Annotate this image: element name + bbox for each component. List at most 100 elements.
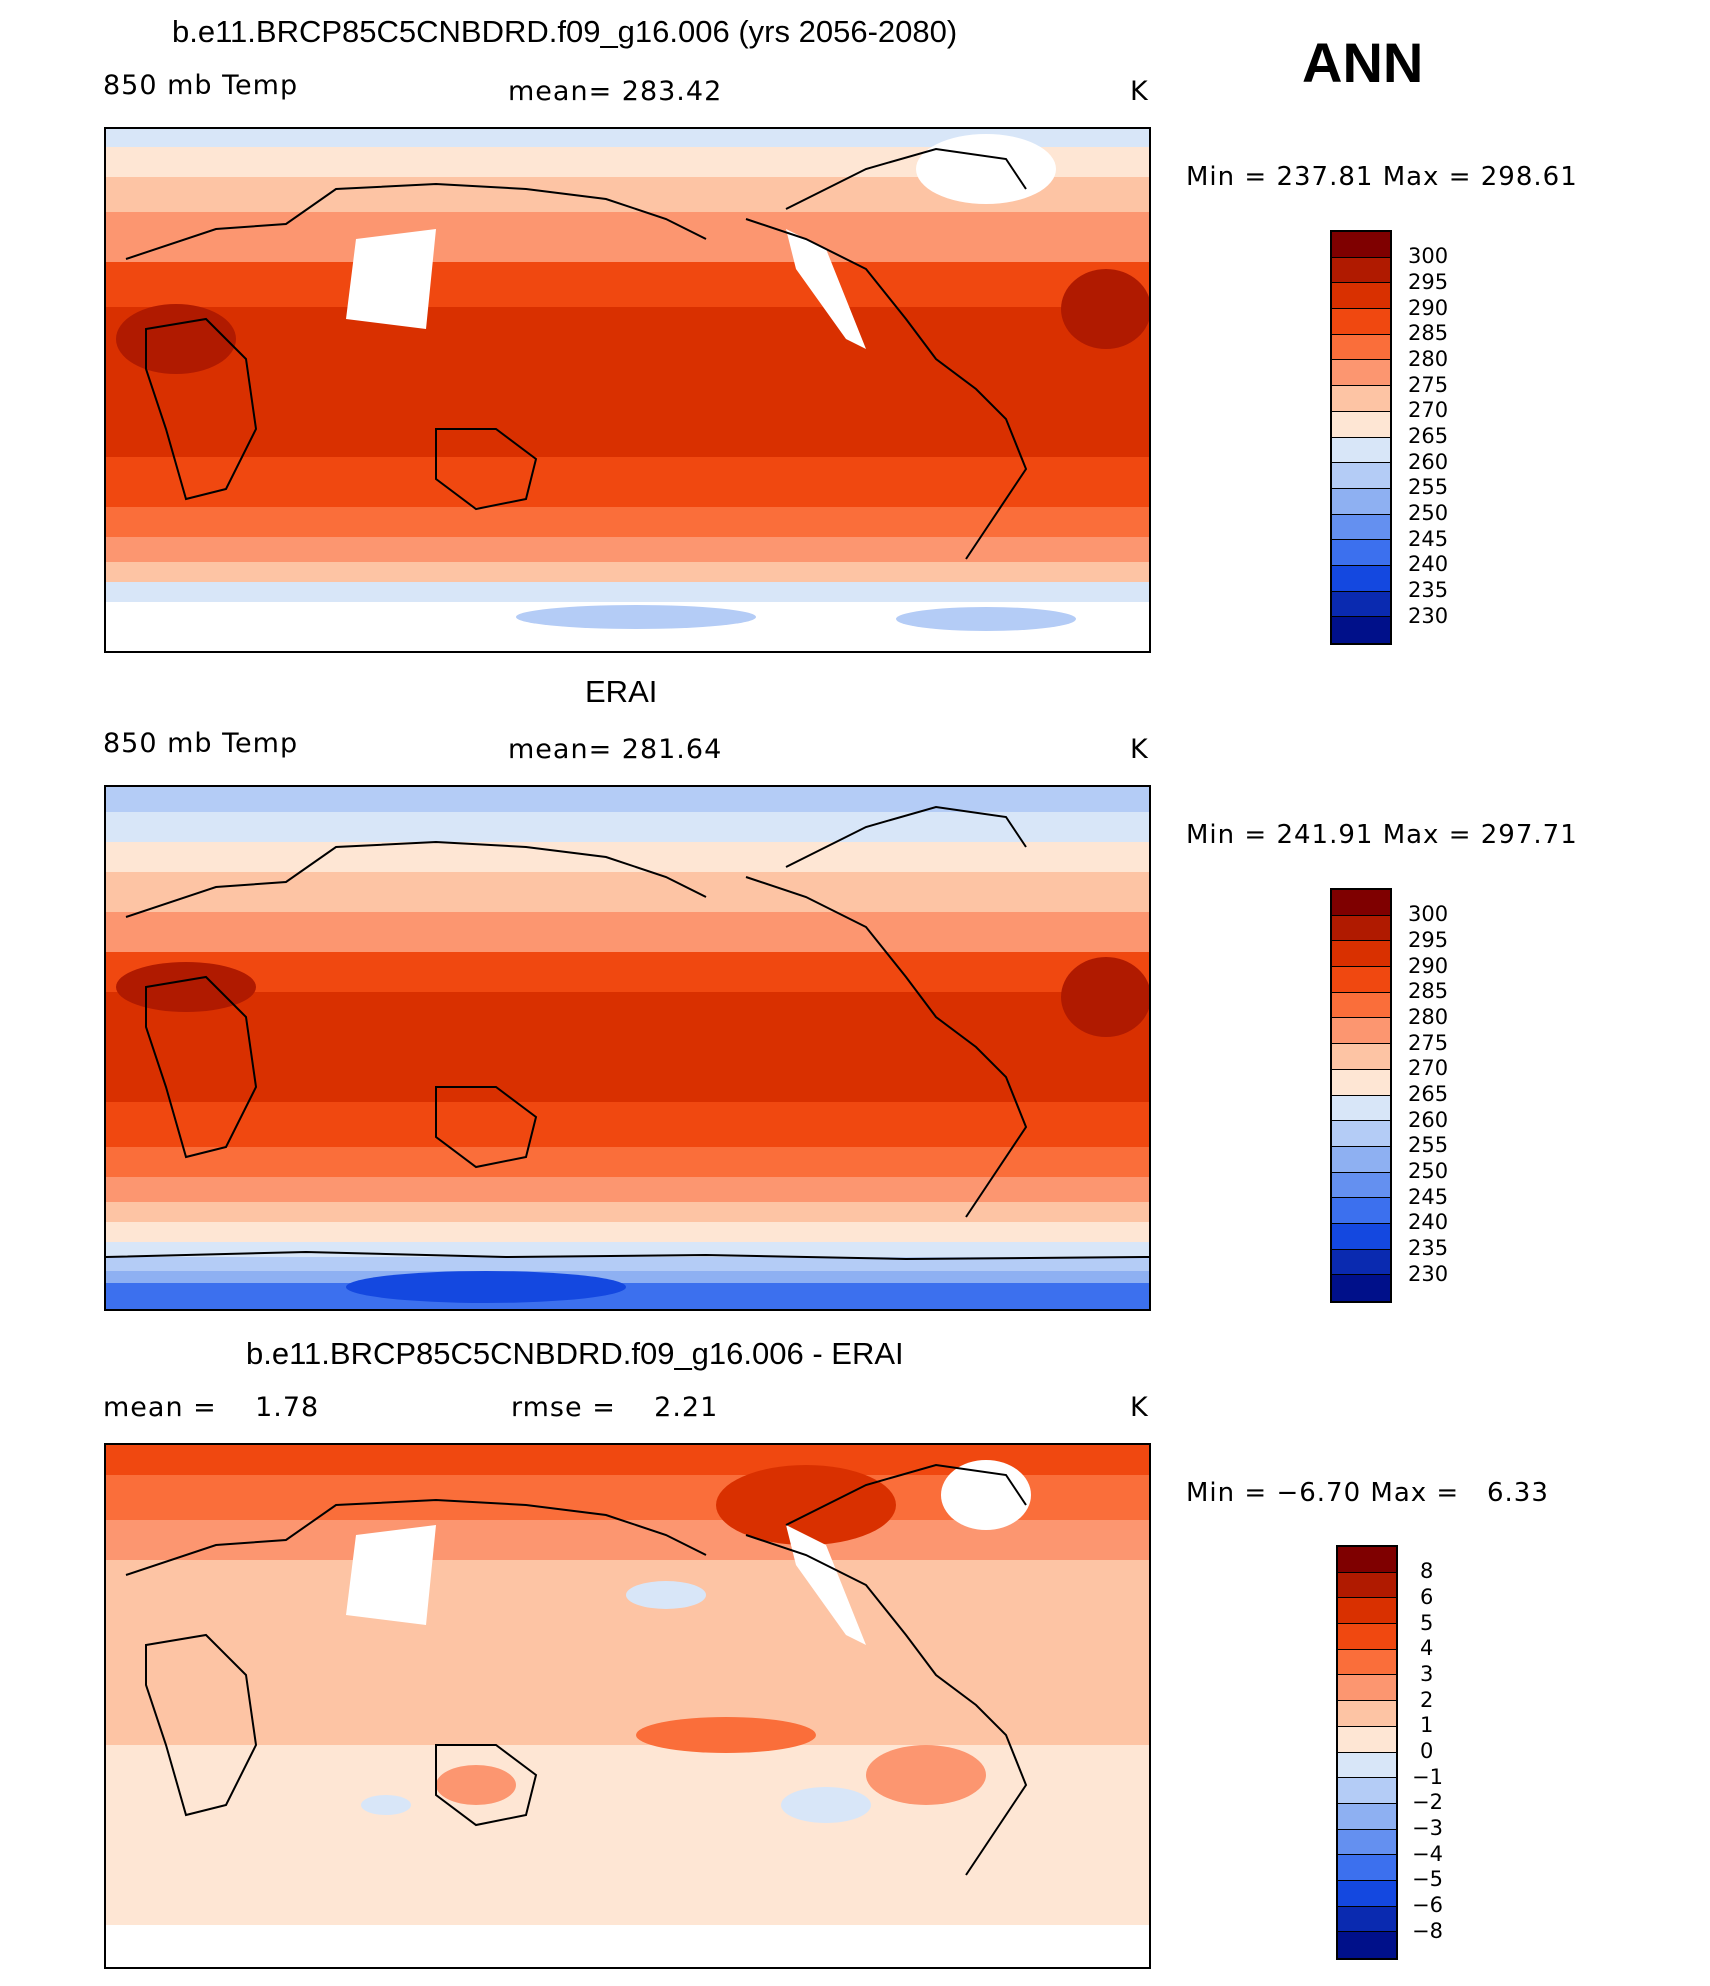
panel3-minmax: Min = −6.70 Max = 6.33 [1186, 1478, 1549, 1508]
colorbar-box [1338, 1880, 1396, 1907]
colorbar-box [1338, 1547, 1396, 1573]
colorbar-box [1338, 1855, 1396, 1881]
colorbar-label: 290 [1408, 954, 1449, 978]
panel2-map-field [106, 787, 1149, 1309]
colorbar-box [1338, 1752, 1396, 1779]
panel2-mean-label: mean= 281.64 [508, 734, 723, 765]
colorbar-box [1332, 540, 1390, 566]
colorbar-box [1332, 257, 1390, 284]
colorbar-box [1332, 565, 1390, 592]
colorbar-box [1338, 1598, 1396, 1625]
panel2-variable-label: 850 mb Temp [103, 728, 299, 759]
panel1-title: b.e11.BRCP85C5CNBDRD.f09_g16.006 (yrs 20… [172, 14, 958, 49]
colorbar-label: 275 [1408, 1031, 1449, 1055]
colorbar-label: −5 [1412, 1867, 1443, 1891]
panel3-mean-label: mean = 1.78 [103, 1392, 320, 1423]
panel2-minmax: Min = 241.91 Max = 297.71 [1186, 820, 1578, 850]
colorbar-label: −8 [1412, 1919, 1443, 1943]
colorbar-box [1338, 1675, 1396, 1702]
colorbar-label: 4 [1420, 1636, 1434, 1660]
colorbar-label: 280 [1408, 1005, 1449, 1029]
panel2-colorbar [1330, 888, 1392, 1303]
colorbar-label: 8 [1420, 1559, 1434, 1583]
colorbar-label: 255 [1408, 1133, 1449, 1157]
panel3-unit-label: K [1130, 1392, 1149, 1423]
colorbar-box [1332, 1198, 1390, 1224]
panel2-title: ERAI [585, 674, 658, 709]
colorbar-box [1332, 463, 1390, 489]
colorbar-label: 255 [1408, 475, 1449, 499]
colorbar-label: 300 [1408, 244, 1449, 268]
panel3-rmse-label: rmse = 2.21 [511, 1392, 719, 1423]
panel1-minmax: Min = 237.81 Max = 298.61 [1186, 162, 1578, 192]
colorbar-box [1332, 411, 1390, 438]
colorbar-box [1332, 992, 1390, 1019]
colorbar-box [1332, 283, 1390, 310]
colorbar-label: 270 [1408, 398, 1449, 422]
colorbar-label: 260 [1408, 450, 1449, 474]
colorbar-label: 285 [1408, 979, 1449, 1003]
colorbar-label: 260 [1408, 1108, 1449, 1132]
colorbar-box [1332, 1044, 1390, 1070]
colorbar-label: 265 [1408, 1082, 1449, 1106]
colorbar-box [1338, 1624, 1396, 1650]
colorbar-label: 235 [1408, 578, 1449, 602]
colorbar-box [1338, 1778, 1396, 1804]
season-label: ANN [1302, 31, 1424, 94]
panel2-unit-label: K [1130, 734, 1149, 765]
colorbar-box [1332, 1275, 1390, 1301]
panel3-map [104, 1443, 1151, 1969]
colorbar-box [1338, 1803, 1396, 1830]
colorbar-box [1338, 1906, 1396, 1933]
colorbar-label: 1 [1420, 1713, 1434, 1737]
colorbar-box [1332, 1146, 1390, 1173]
colorbar-box [1332, 488, 1390, 515]
colorbar-box [1332, 890, 1390, 916]
colorbar-box [1332, 1095, 1390, 1122]
colorbar-label: 250 [1408, 501, 1449, 525]
panel2-map [104, 785, 1151, 1311]
colorbar-label: 235 [1408, 1236, 1449, 1260]
colorbar-box [1332, 617, 1390, 643]
panel3-colorbar [1336, 1545, 1398, 1960]
colorbar-box [1332, 591, 1390, 618]
colorbar-box [1332, 1249, 1390, 1276]
colorbar-box [1338, 1726, 1396, 1753]
colorbar-label: 6 [1420, 1585, 1434, 1609]
colorbar-box [1332, 941, 1390, 968]
colorbar-label: 245 [1408, 1185, 1449, 1209]
colorbar-label: 285 [1408, 321, 1449, 345]
colorbar-label: 300 [1408, 902, 1449, 926]
colorbar-label: 295 [1408, 928, 1449, 952]
colorbar-label: −2 [1412, 1790, 1443, 1814]
panel1-colorbar [1330, 230, 1392, 645]
colorbar-label: 275 [1408, 373, 1449, 397]
panel1-variable-label: 850 mb Temp [103, 70, 299, 101]
colorbar-box [1332, 437, 1390, 464]
colorbar-label: 270 [1408, 1056, 1449, 1080]
colorbar-label: 230 [1408, 604, 1449, 628]
colorbar-label: 2 [1420, 1688, 1434, 1712]
panel3-title: b.e11.BRCP85C5CNBDRD.f09_g16.006 - ERAI [246, 1336, 904, 1371]
colorbar-box [1332, 334, 1390, 361]
colorbar-label: 245 [1408, 527, 1449, 551]
panel1-unit-label: K [1130, 76, 1149, 107]
panel1-map-field [106, 129, 1149, 651]
colorbar-label: 295 [1408, 270, 1449, 294]
colorbar-box [1332, 967, 1390, 993]
colorbar-box [1332, 1172, 1390, 1199]
colorbar-label: −1 [1412, 1765, 1443, 1789]
colorbar-label: 250 [1408, 1159, 1449, 1183]
colorbar-box [1332, 1121, 1390, 1147]
colorbar-box [1332, 386, 1390, 412]
colorbar-label: −6 [1412, 1893, 1443, 1917]
colorbar-label: 5 [1420, 1611, 1434, 1635]
colorbar-box [1338, 1649, 1396, 1676]
colorbar-box [1332, 360, 1390, 387]
colorbar-label: 240 [1408, 1210, 1449, 1234]
colorbar-label: 240 [1408, 552, 1449, 576]
colorbar-box [1338, 1701, 1396, 1727]
colorbar-label: 230 [1408, 1262, 1449, 1286]
colorbar-box [1332, 514, 1390, 541]
colorbar-label: 280 [1408, 347, 1449, 371]
